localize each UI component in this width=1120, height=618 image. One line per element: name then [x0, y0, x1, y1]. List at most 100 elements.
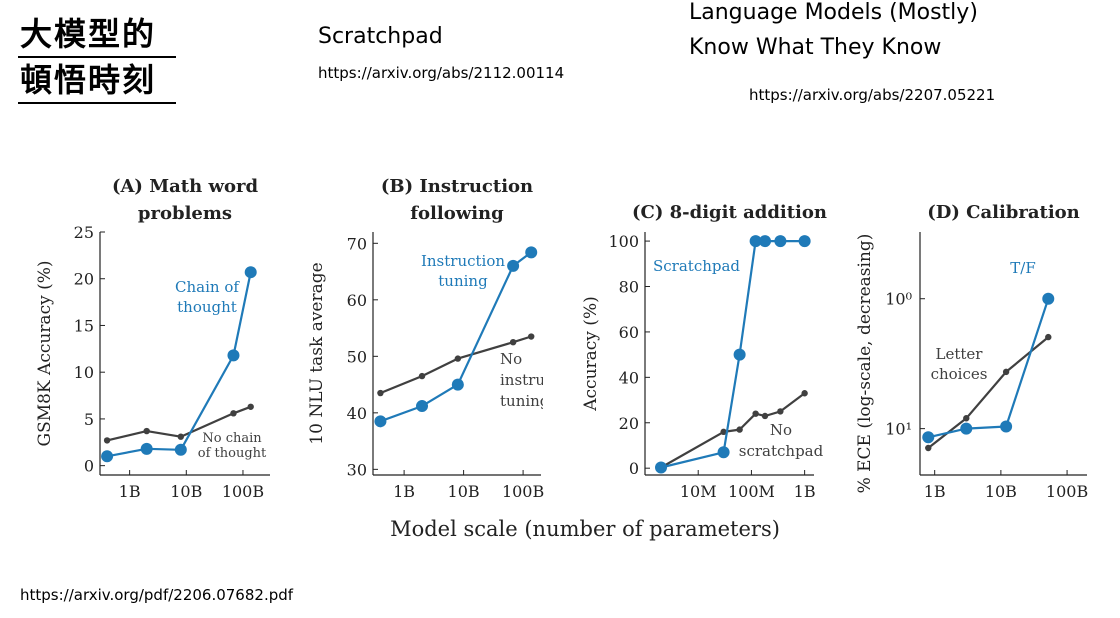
data-point — [528, 333, 535, 340]
lm-paper-title-line2: Know What They Know — [689, 35, 942, 60]
series-label: No chain — [202, 431, 262, 446]
data-point — [244, 266, 257, 279]
data-point — [777, 408, 784, 415]
lm-paper-url[interactable]: https://arxiv.org/abs/2207.05221 — [749, 86, 996, 104]
chart-panel-1: (A) Math word problems 0 5 10 15 20 25 1B 10B 100B… — [35, 176, 270, 501]
y-tick-label: 80 — [619, 278, 639, 297]
y-tick-label: 100 — [608, 232, 639, 251]
scratchpad-url[interactable]: https://arxiv.org/abs/2112.00114 — [318, 64, 565, 82]
data-point — [525, 246, 538, 259]
data-point — [759, 235, 772, 248]
data-point — [1000, 420, 1013, 433]
data-point — [655, 461, 668, 474]
data-point — [1042, 292, 1055, 305]
series-label: tuning — [438, 272, 488, 290]
series-label: Letter — [936, 345, 984, 363]
x-tick-label: 100B — [1046, 482, 1088, 501]
data-point — [509, 338, 517, 346]
series-label: choices — [931, 365, 988, 383]
series-label: of thought — [198, 446, 267, 461]
y-tick-label: 20 — [619, 414, 639, 433]
data-point — [761, 412, 769, 420]
y-tick-label: 40 — [619, 368, 639, 387]
data-point — [749, 235, 762, 248]
series-label: Instruction — [421, 252, 505, 270]
data-point — [374, 415, 387, 428]
data-point — [507, 259, 520, 272]
title-underline-1 — [18, 56, 176, 58]
data-point — [960, 422, 973, 435]
data-point — [733, 348, 746, 361]
data-point — [377, 389, 384, 397]
y-tick-label: 50 — [347, 347, 367, 366]
series-label: thought — [177, 298, 237, 316]
data-point — [177, 433, 185, 440]
data-point — [801, 390, 808, 397]
y-tick-label: 60 — [619, 323, 639, 342]
data-point — [103, 437, 111, 444]
data-point — [736, 426, 743, 433]
data-point — [798, 235, 811, 248]
y-tick-label: 0 — [84, 457, 94, 476]
y-tick-label: 0 — [629, 459, 639, 478]
series-label: Chain of — [175, 278, 240, 296]
y-tick-label: 40 — [347, 404, 367, 423]
data-point — [774, 235, 787, 248]
data-point — [454, 355, 462, 362]
y-tick-label: 10¹ — [885, 420, 912, 439]
data-point — [717, 446, 730, 459]
y-tick-label: 10 — [74, 363, 94, 382]
x-tick-label: 1B — [794, 482, 816, 501]
x-tick-label: 10M — [680, 482, 717, 501]
data-point — [451, 378, 464, 391]
x-tick-label: 10B — [170, 482, 202, 501]
y-axis-label: GSM8K Accuracy (%) — [35, 260, 55, 446]
chart-panel-3: (C) 8-digit addition 0 20 40 60 80 100 10M 100M 1… — [581, 202, 827, 501]
data-point — [720, 428, 727, 436]
x-tick-label: 1B — [924, 482, 946, 501]
x-tick-label: 100B — [222, 482, 264, 501]
y-tick-label: 10⁰ — [885, 290, 912, 309]
data-point — [101, 450, 114, 463]
chart-title: (D) Calibration — [927, 202, 1080, 223]
y-tick-label: 60 — [347, 291, 367, 310]
data-point — [174, 443, 187, 456]
source-url[interactable]: https://arxiv.org/pdf/2206.07682.pdf — [20, 586, 294, 604]
slide-title-line1: 大模型的 — [20, 15, 157, 53]
y-tick-label: 5 — [84, 410, 94, 429]
data-point — [416, 400, 429, 413]
chart-title-line2: following — [410, 203, 504, 224]
x-tick-label: 10B — [985, 482, 1017, 501]
y-axis-label: Accuracy (%) — [581, 296, 601, 411]
y-axis-label: % ECE (log-scale, decreasing) — [855, 234, 875, 494]
y-tick-label: 30 — [347, 460, 367, 479]
x-tick-label: 10B — [448, 482, 480, 501]
y-tick-label: 15 — [74, 316, 94, 335]
y-axis-label: 10 NLU task average — [307, 262, 327, 444]
data-point — [143, 427, 150, 435]
data-point — [418, 372, 426, 380]
data-point — [752, 410, 759, 417]
series-label: No — [500, 350, 522, 368]
series-line — [928, 298, 1050, 439]
data-point — [140, 442, 153, 455]
chart-title: (A) Math word — [112, 176, 259, 197]
y-tick-label: 20 — [74, 270, 94, 289]
series-label: Scratchpad — [653, 257, 740, 275]
title-underline-2 — [18, 102, 176, 104]
x-tick-label: 100M — [728, 482, 775, 501]
series-label: tuning — [500, 392, 550, 410]
y-tick-label: 70 — [347, 234, 367, 253]
data-point — [227, 349, 240, 362]
lm-paper-title-line1: Language Models (Mostly) — [689, 0, 978, 25]
data-point — [1002, 368, 1010, 376]
x-tick-label: 1B — [119, 482, 141, 501]
chart-panel-2: (B) Instruction following 30 40 50 60 70 1B 10B 1… — [307, 176, 550, 501]
data-point — [230, 410, 237, 417]
y-tick-label: 25 — [74, 223, 94, 242]
data-point — [247, 403, 254, 410]
data-point — [1045, 333, 1052, 341]
shared-x-axis-label: Model scale (number of parameters) — [390, 517, 780, 541]
data-point — [963, 415, 970, 422]
